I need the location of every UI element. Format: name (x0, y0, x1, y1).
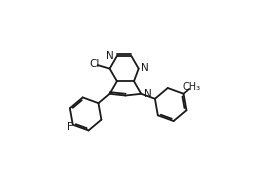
Text: F: F (67, 122, 73, 132)
Text: CH₃: CH₃ (183, 82, 200, 92)
Text: N: N (144, 89, 152, 99)
Text: Cl: Cl (89, 59, 99, 69)
Text: N: N (141, 63, 149, 73)
Text: N: N (106, 51, 114, 61)
